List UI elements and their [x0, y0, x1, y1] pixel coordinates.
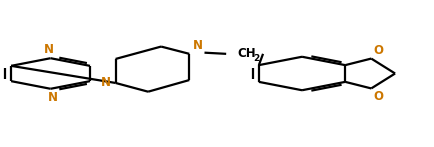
Text: N: N: [43, 43, 53, 56]
Text: N: N: [48, 91, 58, 104]
Text: N: N: [192, 39, 202, 52]
Text: O: O: [372, 44, 382, 57]
Text: N: N: [100, 76, 110, 90]
Text: CH: CH: [237, 47, 255, 60]
Text: 2: 2: [253, 54, 259, 64]
Text: O: O: [372, 90, 382, 103]
